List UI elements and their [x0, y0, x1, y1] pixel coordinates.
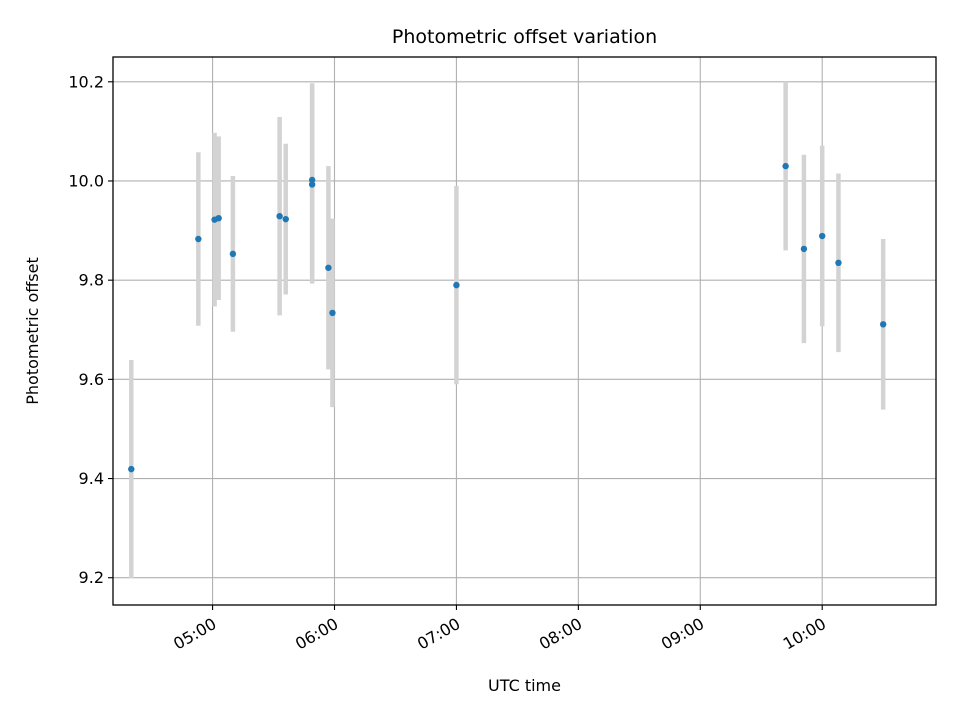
y-tick-label: 9.4 [79, 469, 104, 488]
y-tick-label: 10.2 [68, 72, 104, 91]
data-point [453, 281, 460, 289]
data-point [128, 465, 135, 473]
y-tick-label: 10.0 [68, 171, 104, 190]
data-point [800, 245, 808, 253]
data-point [329, 309, 336, 317]
data-point [782, 162, 789, 170]
y-tick-label: 9.8 [79, 271, 104, 290]
data-point [282, 215, 289, 223]
data-point [835, 259, 842, 267]
plot-frame [112, 56, 937, 606]
y-tick-label: 9.6 [79, 370, 104, 389]
data-point [879, 321, 887, 328]
data-point [308, 181, 316, 188]
data-point [195, 235, 202, 243]
data-point [325, 264, 332, 271]
chart-title: Photometric offset variation [392, 26, 657, 48]
y-tick-layer: 9.2 9.4 9.6 9.8 10.0 10.2 [68, 72, 113, 587]
data-point [215, 214, 222, 222]
data-point [819, 232, 826, 240]
point-layer [128, 162, 887, 473]
data-point [229, 250, 237, 258]
data-point [308, 176, 316, 184]
x-axis-label: UTC time [488, 676, 561, 695]
data-point [276, 212, 283, 220]
y-axis-label: Photometric offset [23, 257, 42, 405]
y-tick-label: 9.2 [79, 568, 104, 587]
